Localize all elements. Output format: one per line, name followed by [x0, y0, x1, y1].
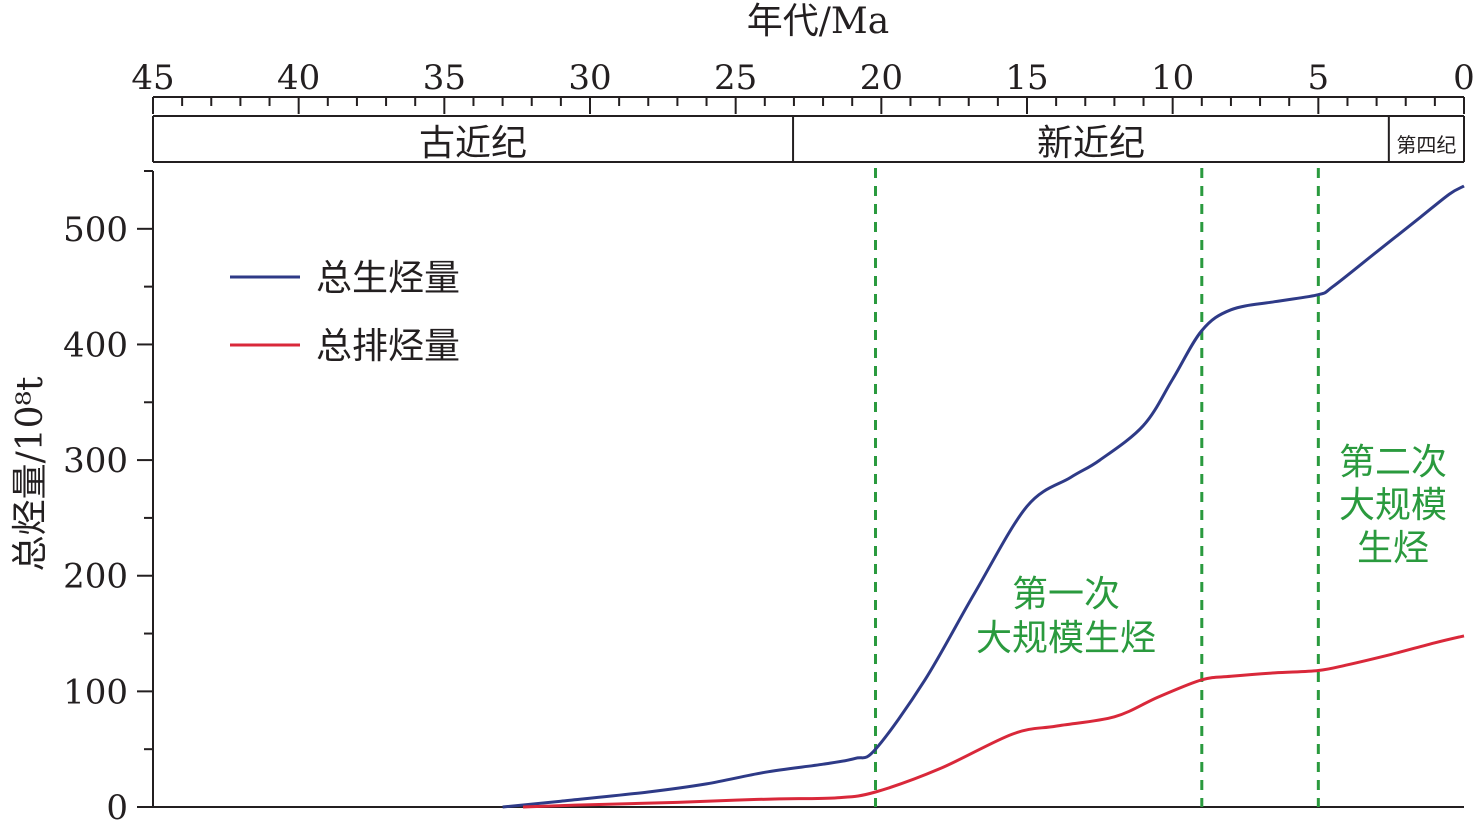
period-label: 古近纪 — [419, 123, 527, 164]
y-axis-tick-label: 0 — [106, 788, 128, 828]
y-axis-tick-label: 400 — [63, 325, 128, 365]
y-axis: 0 100 200 300 400 500 — [63, 170, 1464, 828]
top-axis-tick-label: 20 — [860, 58, 903, 98]
annotation-text: 大规模生烃 — [976, 618, 1156, 659]
period-band: 古近纪 新近纪 第四纪 — [152, 115, 1465, 164]
period-label: 第四纪 — [1396, 133, 1456, 157]
y-axis-tick-label: 100 — [63, 672, 128, 712]
top-axis-tick-label: 25 — [714, 58, 757, 98]
annotation-text: 第一次 — [1012, 574, 1120, 615]
top-axis-tick-label: 30 — [568, 58, 611, 98]
top-axis-tick-label: 45 — [131, 58, 174, 98]
top-axis-tick-label: 15 — [1005, 58, 1048, 98]
y-axis-tick-label: 300 — [63, 441, 128, 481]
series-line-generation — [502, 184, 1465, 809]
top-axis: 45 40 35 30 25 20 15 10 5 0 — [131, 58, 1475, 114]
legend-label: 总排烃量 — [316, 326, 460, 367]
period-label: 新近纪 — [1037, 123, 1145, 164]
y-axis-tick-label: 200 — [63, 557, 128, 597]
legend-label: 总生烃量 — [316, 258, 460, 299]
annotation-text: 生烃 — [1357, 528, 1429, 569]
y-axis-tick-label: 500 — [63, 210, 128, 250]
annotation-text: 第二次 — [1339, 442, 1447, 483]
top-axis-tick-label: 40 — [277, 58, 320, 98]
top-axis-tick-label: 10 — [1151, 58, 1194, 98]
series-group — [502, 184, 1465, 809]
top-axis-tick-label: 35 — [423, 58, 466, 98]
top-axis-tick-label: 5 — [1308, 58, 1330, 98]
reference-lines — [874, 168, 1320, 807]
top-axis-tick-label: 0 — [1453, 58, 1475, 98]
annotation-text: 大规模 — [1339, 485, 1447, 526]
y-axis-label: 总烃量/10⁸t — [10, 376, 51, 571]
top-axis-label: 年代/Ma — [747, 1, 889, 42]
series-line-expulsion — [522, 634, 1465, 809]
